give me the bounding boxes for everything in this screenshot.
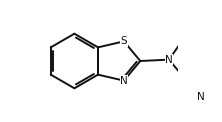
Text: N: N [165,55,173,65]
Text: N: N [197,92,204,102]
Text: S: S [121,36,127,46]
Text: N: N [120,76,128,86]
